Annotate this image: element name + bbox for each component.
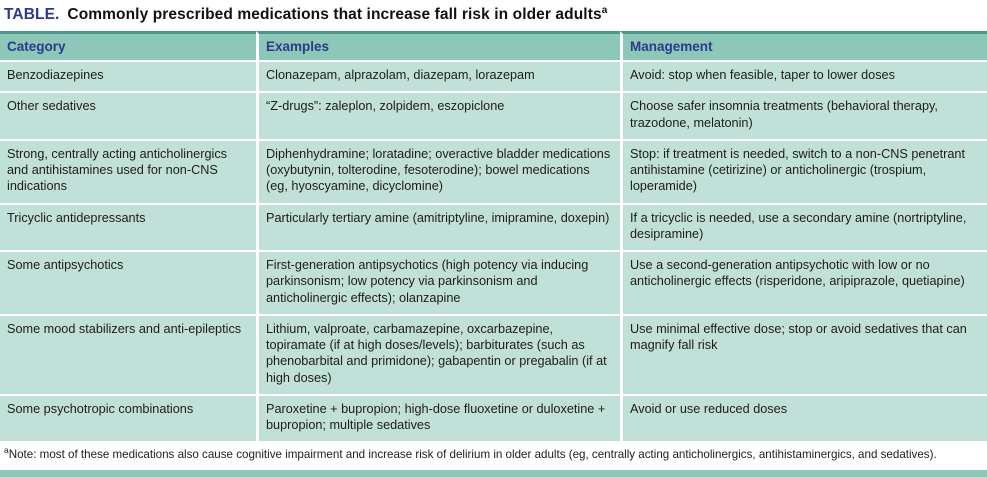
cell-management: Stop: if treatment is needed, switch to …: [620, 140, 987, 205]
cell-examples: Diphenhydramine; loratadine; overactive …: [256, 140, 620, 205]
cell-category: Some antipsychotics: [0, 252, 256, 316]
table-row: Other sedatives “Z-drugs”: zaleplon, zolp…: [0, 93, 987, 141]
cell-management: Avoid: stop when feasible, taper to lowe…: [620, 62, 987, 94]
cell-management: Use a second-generation antipsychotic wi…: [620, 252, 987, 316]
cell-category: Other sedatives: [0, 93, 256, 141]
table-footnote: aNote: most of these medications also ca…: [0, 441, 975, 467]
table-body: Benzodiazepines Clonazepam, alprazolam, d…: [0, 62, 987, 442]
column-header-category: Category: [0, 31, 256, 62]
cell-category: Some psychotropic combinations: [0, 395, 256, 442]
cell-examples: “Z-drugs”: zaleplon, zolpidem, eszopiclo…: [256, 93, 620, 141]
table-row: Some antipsychotics First-generation anti…: [0, 252, 987, 316]
cell-examples: Clonazepam, alprazolam, diazepam, loraze…: [256, 62, 620, 94]
cell-management: Use minimal effective dose; stop or avoi…: [620, 315, 987, 396]
column-header-examples: Examples: [256, 31, 620, 62]
table-title: TABLE. Commonly prescribed medications th…: [0, 0, 987, 31]
column-header-management: Management: [620, 31, 987, 62]
table-header: Category Examples Management: [0, 31, 987, 62]
table-row: Benzodiazepines Clonazepam, alprazolam, d…: [0, 62, 987, 94]
footnote-superscript: a: [4, 445, 9, 456]
cell-category: Tricyclic antidepressants: [0, 204, 256, 252]
cell-category: Some mood stabilizers and anti-epileptic…: [0, 315, 256, 396]
cell-category: Benzodiazepines: [0, 62, 256, 94]
cell-examples: First-generation antipsychotics (high po…: [256, 252, 620, 316]
cell-management: Avoid or use reduced doses: [620, 395, 987, 442]
cell-examples: Lithium, valproate, carbamazepine, oxcar…: [256, 315, 620, 396]
table-title-superscript: a: [601, 4, 608, 16]
table-row: Some mood stabilizers and anti-epileptic…: [0, 315, 987, 396]
table-title-text: Commonly prescribed medications that inc…: [67, 6, 602, 23]
footnote-text: Note: most of these medications also cau…: [8, 448, 937, 462]
table-row: Tricyclic antidepressants Particularly te…: [0, 204, 987, 252]
bottom-accent-bar: [0, 469, 987, 477]
cell-management: If a tricyclic is needed, use a secondar…: [620, 204, 987, 252]
cell-examples: Paroxetine + bupropion; high-dose fluoxe…: [256, 395, 620, 442]
table-row: Strong, centrally acting anticholinergic…: [0, 140, 987, 205]
medications-table: Category Examples Management Benzodiazep…: [0, 31, 987, 442]
table-row: Some psychotropic combinations Paroxetine…: [0, 395, 987, 442]
cell-examples: Particularly tertiary amine (amitriptyli…: [256, 204, 620, 252]
cell-management: Choose safer insomnia treatments (behavi…: [620, 93, 987, 141]
cell-category: Strong, centrally acting anticholinergic…: [0, 140, 256, 205]
table-title-label: TABLE.: [4, 6, 60, 23]
